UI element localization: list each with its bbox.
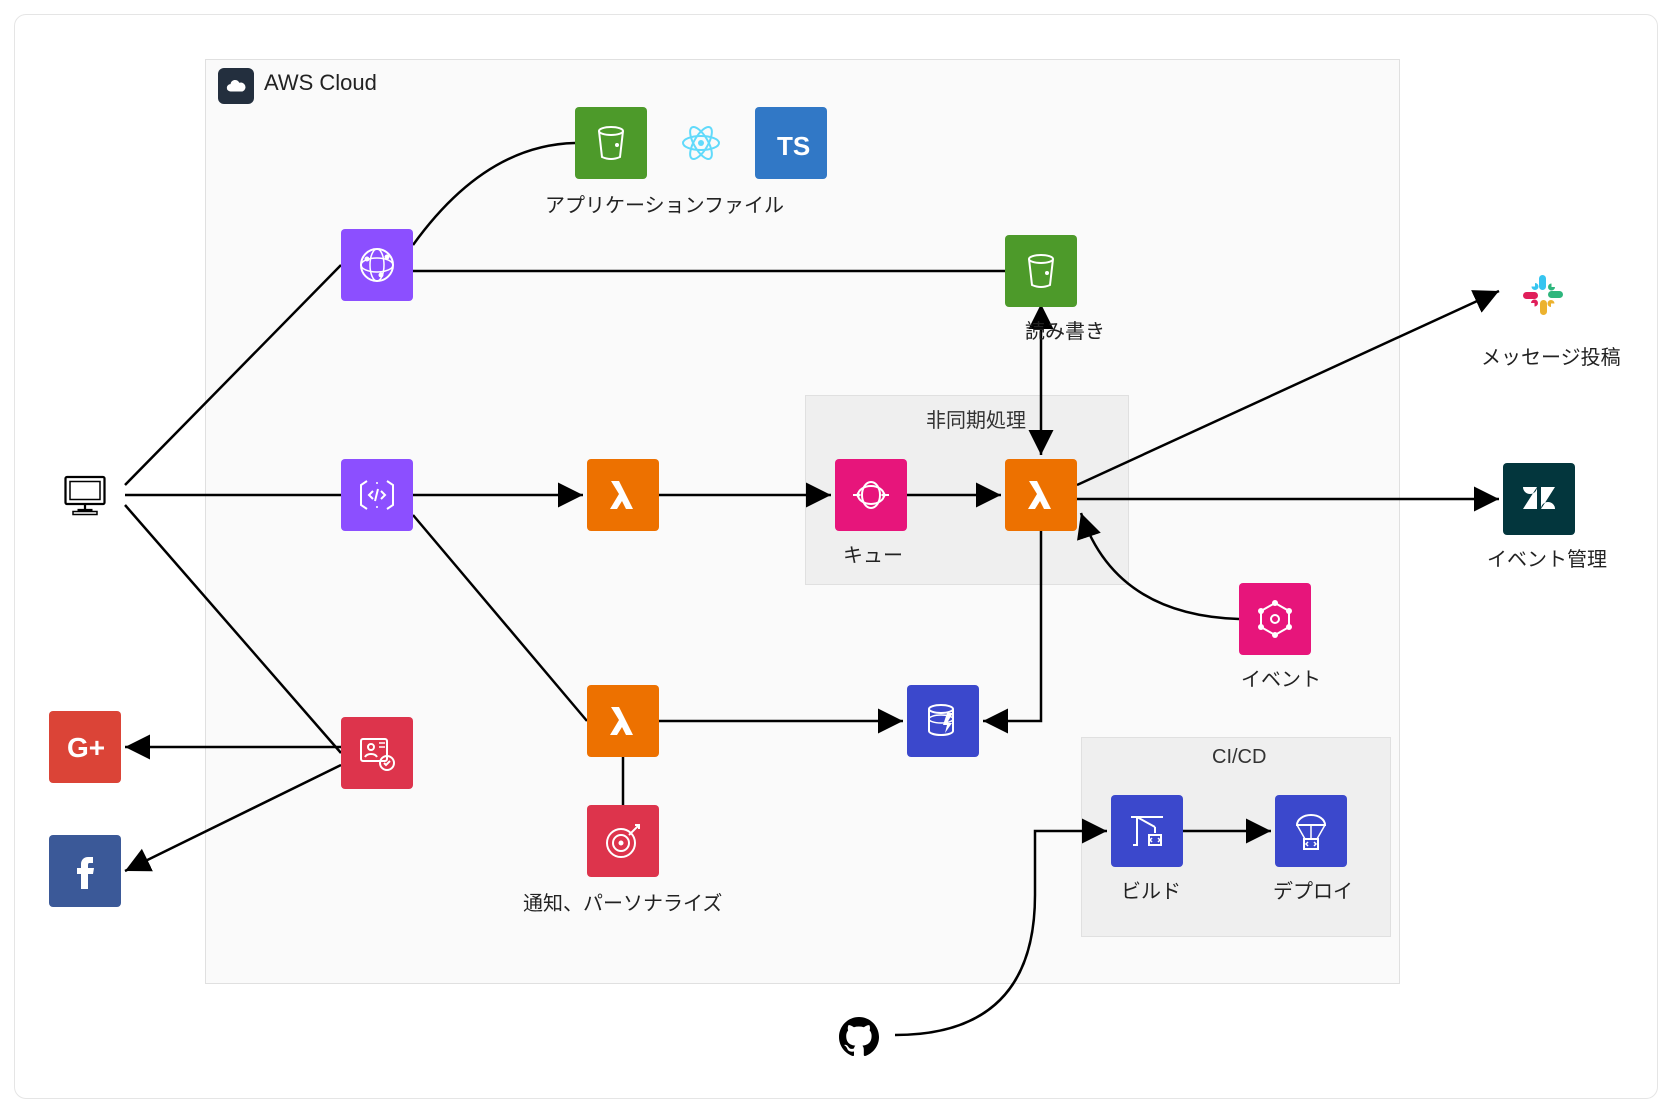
aws-codebuild [1111,795,1183,867]
facebook-icon [49,835,121,907]
aws-pinpoint [587,805,659,877]
typescript-icon: TS [755,107,827,179]
aws-eventbridge [1239,583,1311,655]
aws-s3-data [1005,235,1077,307]
label-read-write: 読み書き [1025,315,1105,344]
svg-text:TS: TS [777,131,810,161]
label-queue: キュー [843,539,903,568]
google-plus-icon: G+ [49,711,121,783]
label-slack: メッセージ投稿 [1481,341,1621,370]
aws-sqs [835,459,907,531]
aws-cloudfront [341,229,413,301]
aws-lambda-async [1005,459,1077,531]
async-title: 非同期処理 [926,404,1026,433]
label-event: イベント [1241,663,1321,692]
zendesk-icon [1503,463,1575,535]
cicd-title: CI/CD [1212,746,1266,769]
client-computer [45,455,125,535]
label-app-files: アプリケーションファイル [545,189,784,218]
slack-icon [1503,255,1583,335]
aws-lambda-api [587,459,659,531]
aws-dynamodb [907,685,979,757]
github-icon [823,1001,895,1073]
svg-text:G+: G+ [67,732,105,763]
label-zendesk: イベント管理 [1487,543,1607,572]
aws-cognito [341,717,413,789]
aws-codedeploy [1275,795,1347,867]
aws-s3-app [575,107,647,179]
aws-api-gateway [341,459,413,531]
label-deploy: デプロイ [1273,875,1353,904]
label-build: ビルド [1121,875,1181,904]
react-icon [665,107,737,179]
aws-cloud-icon [218,68,254,104]
diagram-canvas: AWS Cloud 非同期処理 CI/CD [14,14,1658,1099]
aws-lambda-notify [587,685,659,757]
aws-cloud-label: AWS Cloud [264,70,377,96]
label-notify: 通知、パーソナライズ [523,887,722,916]
